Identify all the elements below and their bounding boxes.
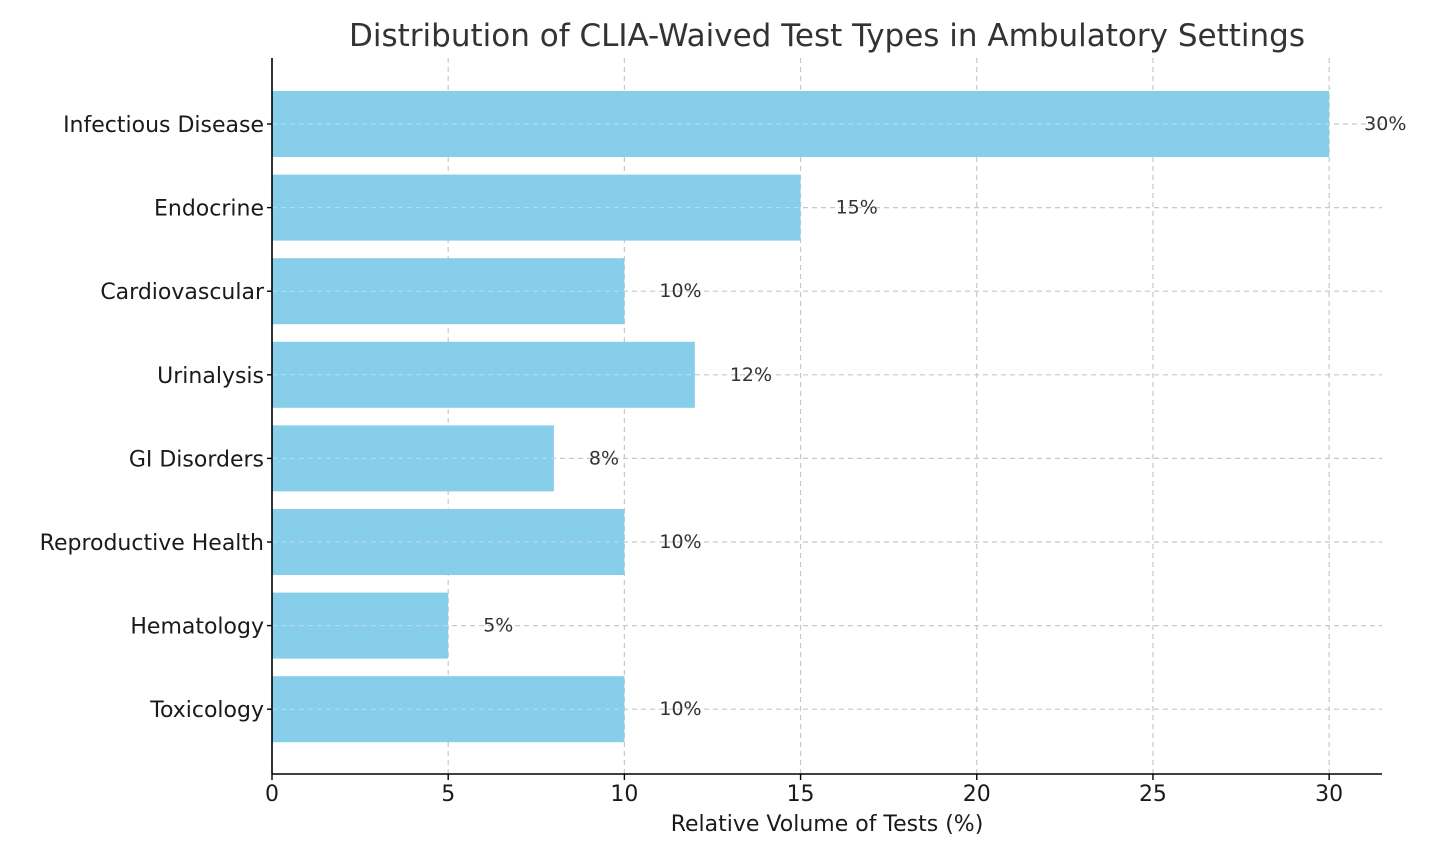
x-tick-label: 25 <box>1139 782 1167 807</box>
data-label: 12% <box>730 364 772 386</box>
data-label: 10% <box>659 531 701 553</box>
category-label: GI Disorders <box>129 447 264 472</box>
x-tick-label: 30 <box>1315 782 1343 807</box>
x-tick-label: 0 <box>265 782 279 807</box>
data-label-layer: 30% 15% 10% 12% 8% 10% 5% 10% <box>483 113 1406 720</box>
category-label: Cardiovascular <box>100 280 265 305</box>
category-label: Toxicology <box>149 698 264 723</box>
data-label: 10% <box>659 698 701 720</box>
chart-title: Distribution of CLIA-Waived Test Types i… <box>349 18 1305 54</box>
category-label: Urinalysis <box>157 364 264 389</box>
category-label: Infectious Disease <box>63 113 264 138</box>
bar <box>272 592 449 659</box>
x-axis-title: Relative Volume of Tests (%) <box>671 812 984 837</box>
data-label: 15% <box>836 197 878 219</box>
axis-layer: Infectious Disease Endocrine Cardiovascula… <box>40 58 1382 807</box>
data-label: 30% <box>1364 113 1406 135</box>
category-label: Endocrine <box>154 197 264 222</box>
x-tick-label: 15 <box>787 782 815 807</box>
category-label: Reproductive Health <box>40 531 264 556</box>
grid-layer <box>271 58 1382 774</box>
bar <box>272 425 554 492</box>
bar <box>272 91 1330 157</box>
x-tick-label: 20 <box>963 782 991 807</box>
data-label: 10% <box>659 280 701 302</box>
x-tick-label: 5 <box>441 782 455 807</box>
data-label: 5% <box>483 615 513 637</box>
category-label: Hematology <box>130 615 264 640</box>
data-label: 8% <box>589 447 619 469</box>
x-tick-label: 10 <box>610 782 638 807</box>
bar-layer <box>272 91 1330 743</box>
